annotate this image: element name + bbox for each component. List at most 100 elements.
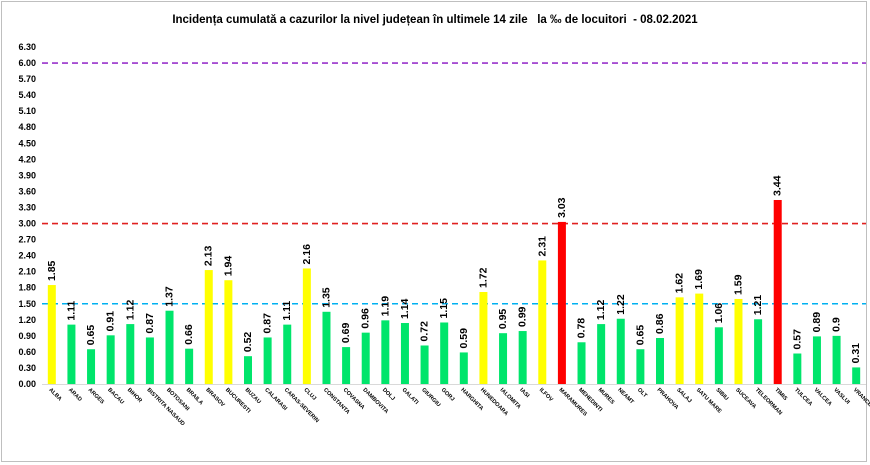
y-axis: 0.00 0.30 0.60 0.90 1.20 1.50 1.80 2.10 2.40 2.70… <box>18 42 866 389</box>
bar <box>656 337 664 384</box>
bar <box>459 352 468 384</box>
x-tick-label: ARGES <box>87 387 105 405</box>
data-label: 0.9 <box>831 317 843 332</box>
y-tick-label: 3.00 <box>18 219 36 229</box>
y-tick-label: 0.30 <box>18 363 36 373</box>
data-label: 0.72 <box>419 321 431 342</box>
bar <box>342 347 351 384</box>
bar <box>145 337 154 384</box>
x-tick-label: GORJ <box>440 387 455 402</box>
value-labels: 1.85 1.11 0.65 0.91 1.12 0.87 1.37 0.66 2.13 1.94… <box>46 175 862 363</box>
data-label: 2.31 <box>536 236 548 257</box>
bar <box>538 260 547 384</box>
bar <box>283 324 292 384</box>
bar <box>224 280 233 384</box>
data-label: 1.06 <box>713 303 725 324</box>
data-label: 0.78 <box>576 318 588 339</box>
bar <box>244 356 252 384</box>
data-label: 1.14 <box>399 298 411 319</box>
x-tick-label: IASI <box>518 387 530 399</box>
y-tick-label: 4.50 <box>18 138 36 148</box>
data-label: 1.59 <box>732 274 744 295</box>
bar <box>616 318 625 384</box>
y-tick-label: 1.80 <box>18 283 36 293</box>
bar <box>361 332 370 384</box>
data-label: 0.66 <box>183 324 195 345</box>
x-tick-label: OLT <box>636 387 648 399</box>
x-tick-label: SIBIU <box>714 387 729 402</box>
bar <box>204 270 213 384</box>
bar <box>714 327 723 384</box>
bar <box>832 335 841 384</box>
x-tick-label: VRANCEA <box>852 387 870 411</box>
data-label: 1.19 <box>379 296 391 317</box>
data-label: 1.37 <box>164 286 176 307</box>
y-tick-label: 5.10 <box>18 106 36 116</box>
x-tick-label: CARAS-SEVERIN <box>283 387 320 424</box>
data-label: 1.22 <box>615 294 627 315</box>
x-tick-label: ALBA <box>47 387 62 402</box>
y-tick-label: 4.20 <box>18 154 36 164</box>
data-label: 1.11 <box>281 301 293 321</box>
data-label: 0.96 <box>360 308 372 329</box>
x-tick-label: ARAD <box>67 387 83 403</box>
data-label: 0.87 <box>262 313 274 334</box>
bar <box>440 322 449 384</box>
data-label: 1.35 <box>320 287 332 308</box>
bar <box>165 310 174 384</box>
chart-title: Incidența cumulată a cazurilor la nivel … <box>172 14 698 26</box>
bar <box>67 324 76 384</box>
bar <box>675 297 684 384</box>
x-tick-label: MURES <box>597 387 616 406</box>
bar <box>695 293 704 384</box>
data-label: 0.95 <box>497 309 509 330</box>
bar <box>812 336 821 384</box>
bar <box>499 333 508 384</box>
data-label: 0.69 <box>340 322 352 343</box>
y-tick-label: 2.40 <box>18 251 36 261</box>
y-tick-label: 1.20 <box>18 315 36 325</box>
x-tick-label: VALCEA <box>813 387 833 407</box>
threshold-lines <box>42 62 866 305</box>
x-tick-label: BIHOR <box>126 387 143 404</box>
bar <box>557 221 566 384</box>
x-tick-label: BACAU <box>106 387 125 406</box>
y-tick-label: 5.70 <box>18 74 36 84</box>
y-tick-label: 6.00 <box>18 58 36 68</box>
data-label: 0.86 <box>654 313 666 334</box>
data-label: 0.31 <box>850 343 862 364</box>
data-label: 0.99 <box>517 306 529 327</box>
y-tick-label: 1.50 <box>18 299 36 309</box>
x-tick-label: SALAJ <box>675 387 692 404</box>
data-label: 1.69 <box>693 269 705 290</box>
x-tick-label: DOLJ <box>381 387 396 402</box>
x-tick-label: CLUJ <box>302 387 317 402</box>
bar <box>126 324 135 384</box>
bar <box>518 331 527 384</box>
x-tick-label: BISTRITA NASAUD <box>145 387 185 427</box>
y-tick-label: 6.30 <box>18 42 36 52</box>
bar <box>420 345 429 384</box>
data-label: 0.59 <box>458 328 470 349</box>
y-tick-label: 4.80 <box>18 122 36 132</box>
y-tick-label: 0.00 <box>18 379 36 389</box>
y-tick-label: 5.40 <box>18 90 36 100</box>
x-tick-label: GALATI <box>401 387 420 406</box>
data-label: 0.89 <box>811 312 823 333</box>
x-tick-label: VASLUI <box>832 387 851 406</box>
data-label: 1.62 <box>674 273 686 294</box>
data-label: 0.91 <box>105 311 117 332</box>
data-label: 0.65 <box>85 325 97 346</box>
bar <box>479 291 488 384</box>
bar <box>773 199 782 384</box>
data-label: 1.94 <box>222 256 234 277</box>
data-label: 3.03 <box>556 197 568 218</box>
data-label: 2.16 <box>301 244 313 265</box>
data-label: 0.65 <box>634 325 646 346</box>
data-label: 1.12 <box>595 299 607 320</box>
data-label: 0.87 <box>144 313 156 334</box>
x-tick-label: BRAILA <box>185 387 204 406</box>
bar <box>754 319 763 384</box>
y-tick-label: 3.30 <box>18 202 36 212</box>
